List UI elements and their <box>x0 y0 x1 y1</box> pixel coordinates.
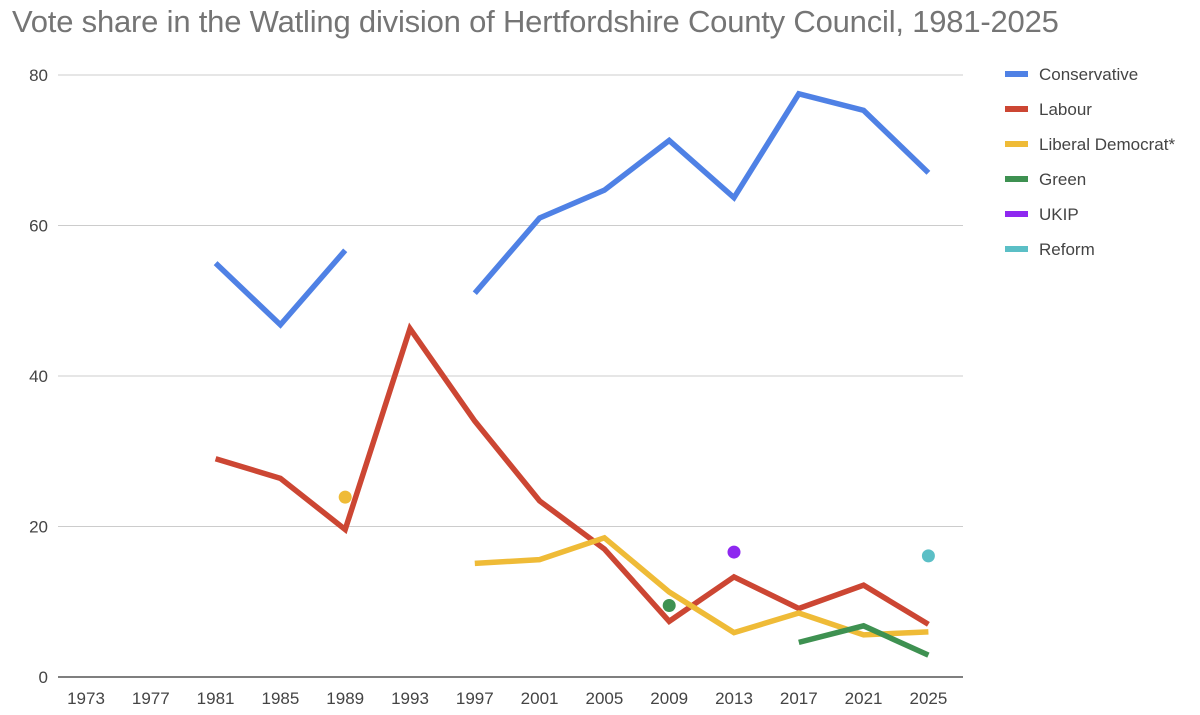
conservative-line <box>472 90 931 296</box>
ukip-point <box>727 545 741 559</box>
legend-swatch-green <box>1005 176 1028 182</box>
x-tick-label: 2025 <box>909 689 947 708</box>
x-tick-label: 2017 <box>780 689 818 708</box>
x-tick-label: 1989 <box>326 689 364 708</box>
x-tick-label: 2005 <box>585 689 623 708</box>
legend-label-ukip: UKIP <box>1039 205 1079 224</box>
x-tick-label: 2009 <box>650 689 688 708</box>
y-tick-label: 0 <box>39 668 48 687</box>
legend-label-reform: Reform <box>1039 240 1095 259</box>
labour-line <box>214 322 930 627</box>
legend-swatch-labour <box>1005 106 1028 112</box>
x-tick-label: 1985 <box>261 689 299 708</box>
x-tick-label: 2013 <box>715 689 753 708</box>
x-tick-label: 2021 <box>845 689 883 708</box>
x-tick-label: 1993 <box>391 689 429 708</box>
legend-label-conservative: Conservative <box>1039 65 1138 84</box>
y-tick-label: 80 <box>29 66 48 85</box>
legend-swatch-conservative <box>1005 71 1028 77</box>
legend-label-labour: Labour <box>1039 100 1092 119</box>
green-line <box>798 622 930 658</box>
x-tick-label: 1973 <box>67 689 105 708</box>
liberal-democrat-point <box>338 490 352 504</box>
chart-title: Vote share in the Watling division of He… <box>12 4 1059 39</box>
x-tick-label: 2001 <box>521 689 559 708</box>
y-tick-label: 40 <box>29 367 48 386</box>
legend-swatch-liberal-democrat <box>1005 141 1028 147</box>
legend-swatch-ukip <box>1005 211 1028 217</box>
green-point <box>662 599 676 613</box>
legend-label-liberal-democrat: Liberal Democrat* <box>1039 135 1175 154</box>
y-tick-label: 60 <box>29 217 48 236</box>
x-tick-label: 1997 <box>456 689 494 708</box>
x-tick-label: 1977 <box>132 689 170 708</box>
y-tick-label: 20 <box>29 518 48 537</box>
legend-label-green: Green <box>1039 170 1086 189</box>
legend-swatch-reform <box>1005 246 1028 252</box>
x-tick-label: 1981 <box>197 689 235 708</box>
reform-point <box>921 549 935 563</box>
conservative-line <box>213 248 348 329</box>
